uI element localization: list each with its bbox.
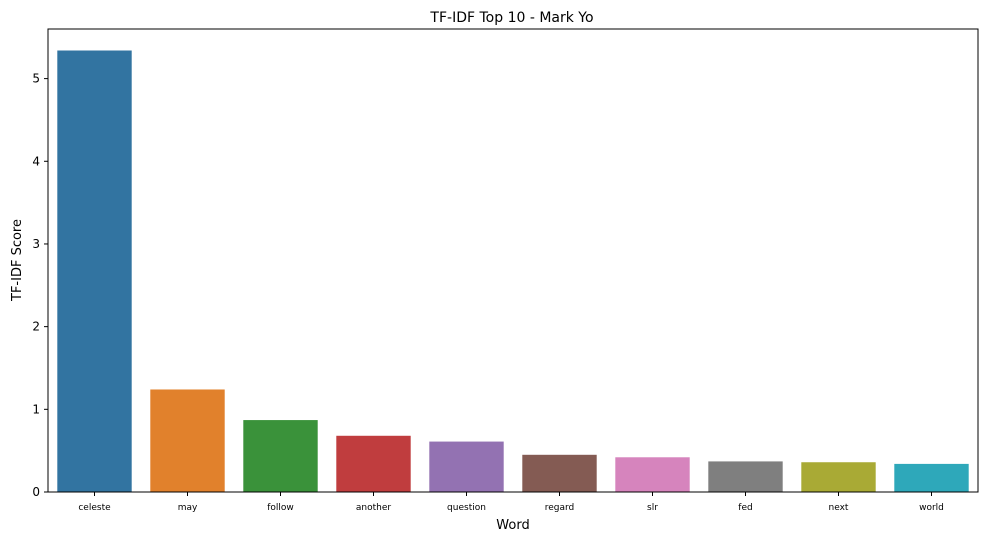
y-tick-label: 4 [32, 154, 40, 168]
bar-follow [243, 420, 318, 492]
y-tick-label: 3 [32, 237, 40, 251]
bar-question [429, 441, 504, 492]
x-tick-label: celeste [78, 503, 111, 513]
bar-slr [615, 457, 690, 492]
chart-title: TF-IDF Top 10 - Mark Yo [429, 10, 593, 26]
x-tick-label: follow [267, 503, 294, 513]
bar-another [336, 435, 411, 492]
x-tick-label: fed [738, 503, 752, 513]
x-tick-label: may [178, 503, 198, 513]
y-axis-ticks: 0 1 2 3 4 5 [32, 72, 48, 499]
bar-world [894, 463, 969, 492]
bar-fed [708, 461, 783, 492]
x-tick-label: slr [647, 503, 658, 513]
x-tick-label: regard [545, 503, 575, 513]
y-tick-label: 0 [32, 485, 40, 499]
x-tick-label: next [829, 503, 849, 513]
bar-celeste [57, 50, 132, 492]
x-tick-label: world [919, 503, 944, 513]
x-axis-label: Word [496, 518, 529, 533]
bar-next [801, 462, 876, 492]
x-axis-ticks: celeste may follow another question regard slr… [78, 492, 944, 513]
bar-may [150, 389, 225, 492]
y-tick-label: 5 [32, 72, 40, 86]
bar-regard [522, 454, 597, 492]
y-tick-label: 2 [32, 320, 40, 334]
plot-frame [47, 28, 979, 493]
y-axis-label: TF-IDF Score [10, 219, 25, 302]
x-tick-label: question [447, 503, 486, 513]
x-tick-label: another [356, 503, 391, 513]
bars-group [57, 50, 969, 492]
y-tick-label: 1 [32, 402, 40, 416]
